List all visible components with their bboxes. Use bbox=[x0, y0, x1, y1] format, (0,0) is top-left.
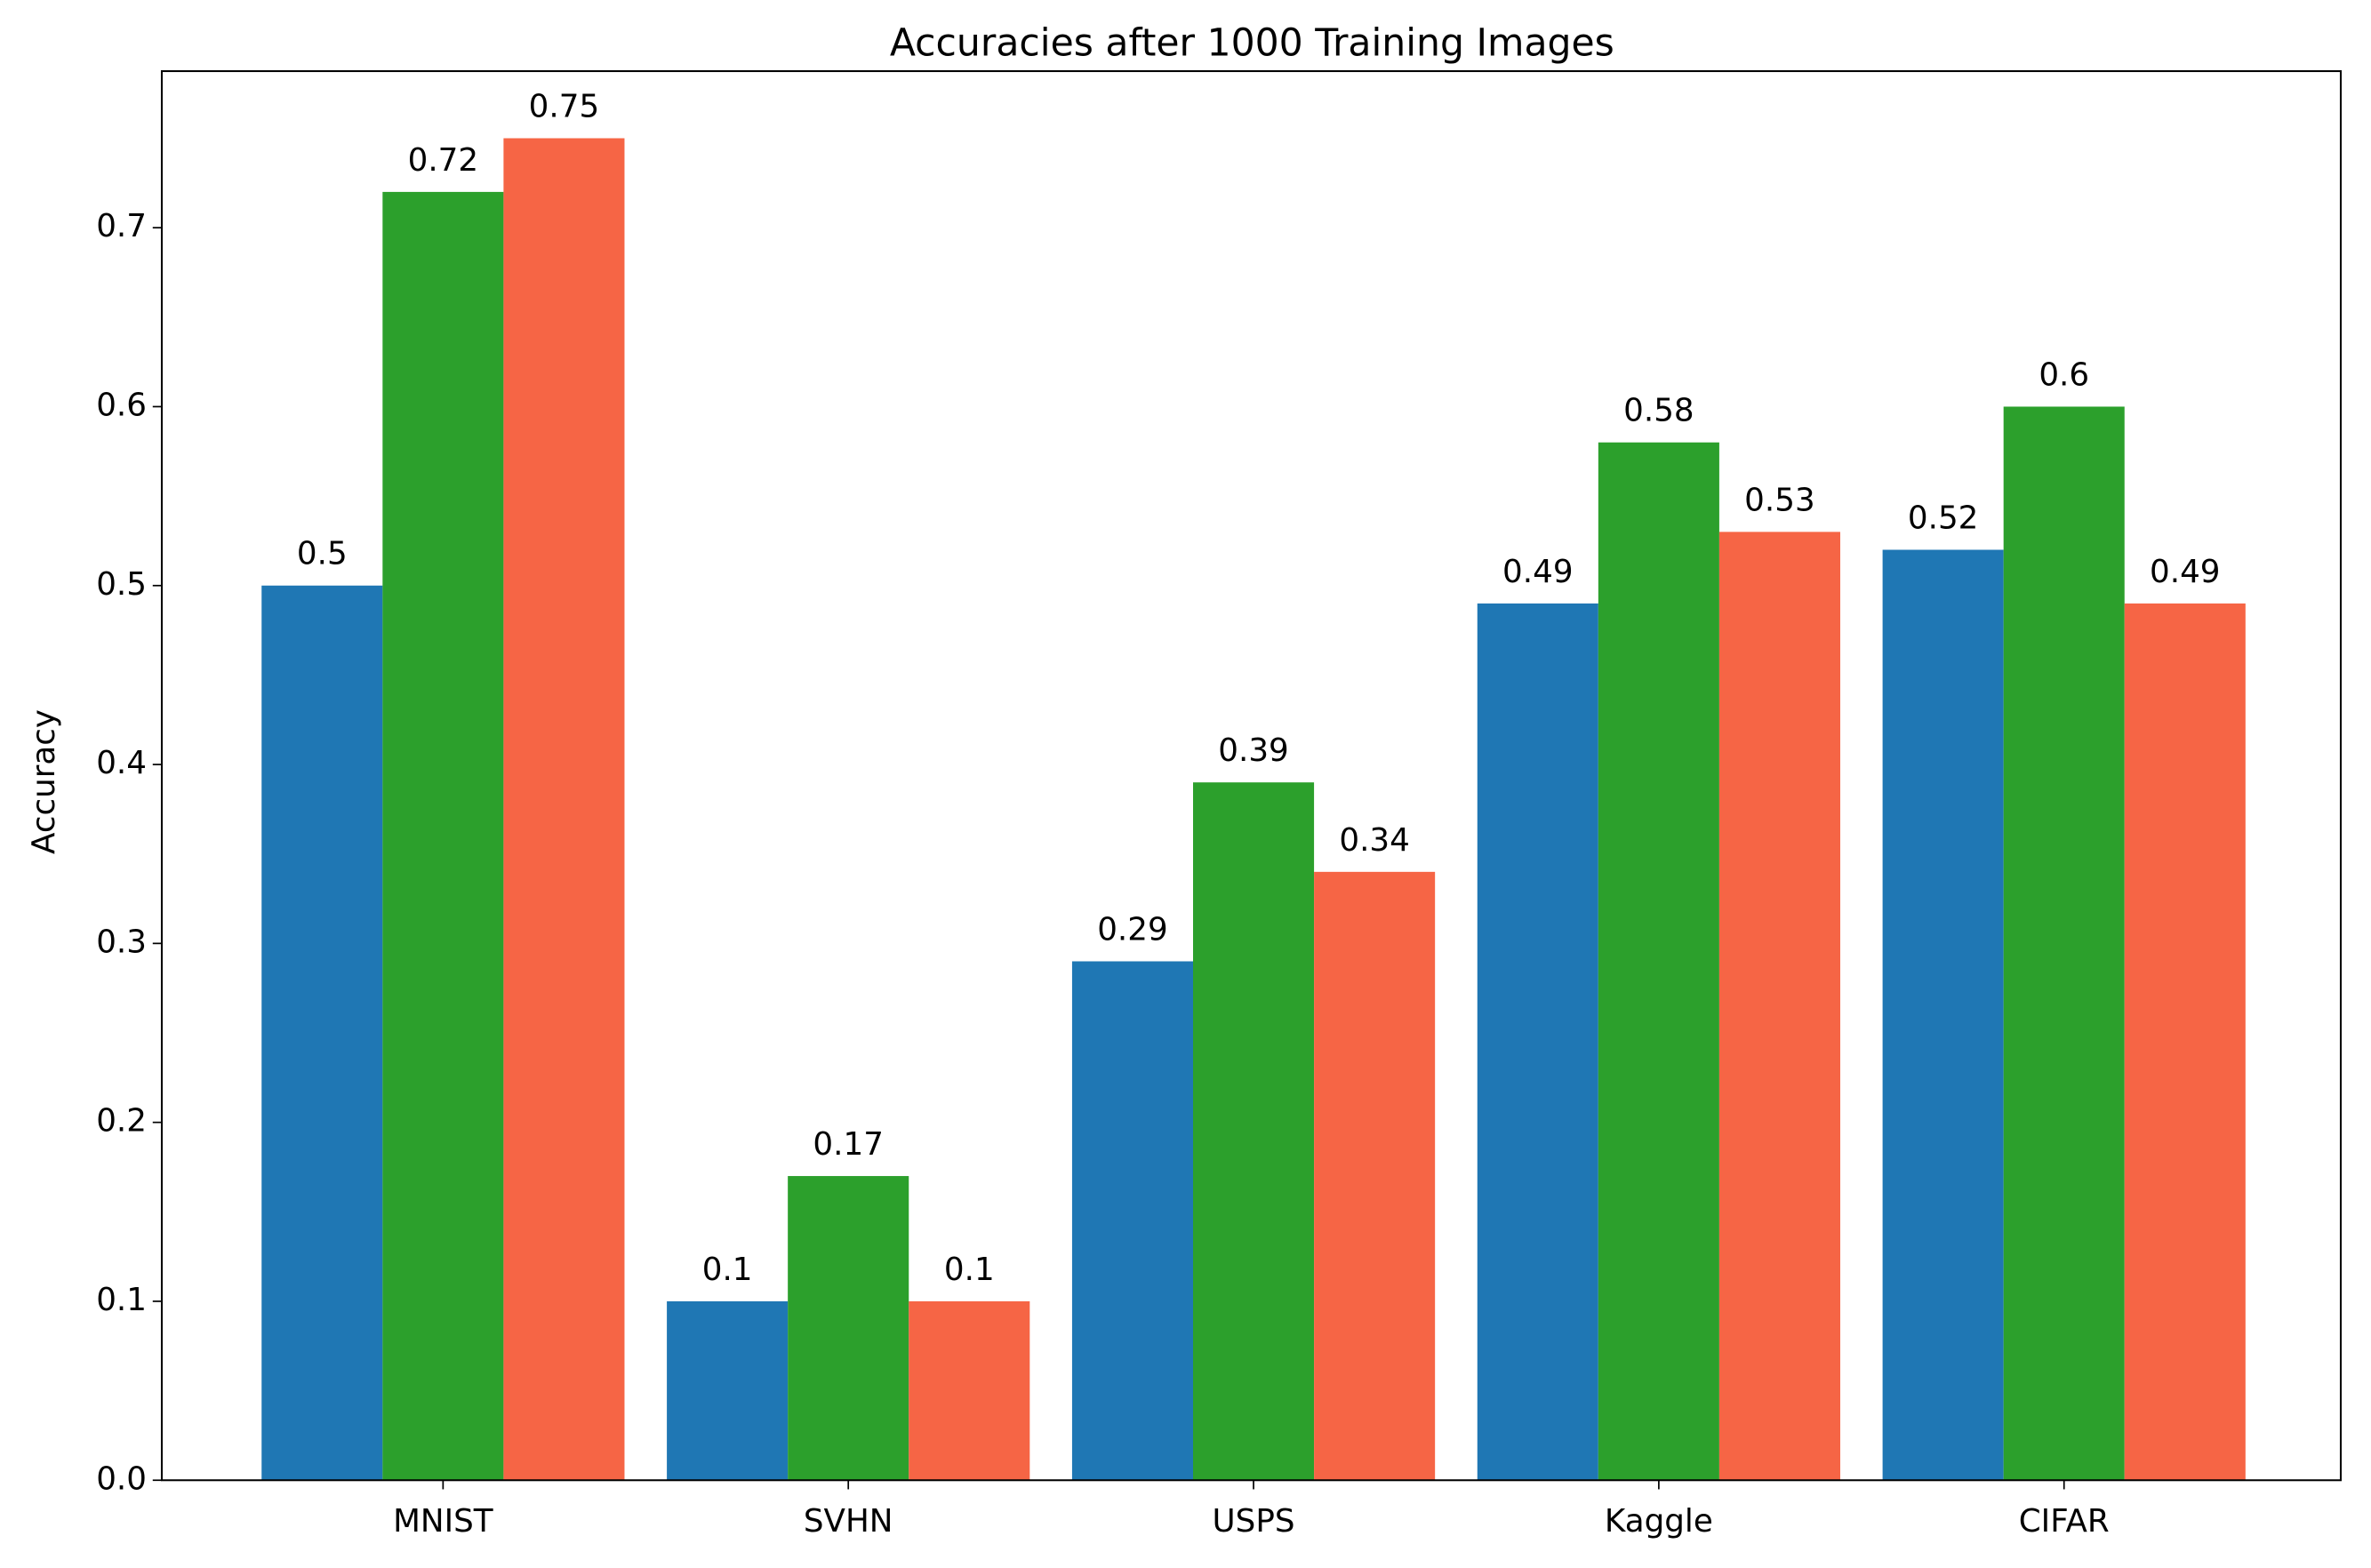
value-label: 0.1 bbox=[944, 1252, 995, 1288]
value-label: 0.5 bbox=[297, 536, 348, 572]
bar bbox=[503, 138, 625, 1481]
x-tick-label: MNIST bbox=[393, 1503, 493, 1540]
bar bbox=[909, 1300, 1030, 1481]
bar bbox=[1882, 549, 2004, 1481]
bar bbox=[2003, 406, 2125, 1481]
value-label: 0.29 bbox=[1097, 911, 1168, 948]
value-label: 0.72 bbox=[408, 142, 479, 179]
y-tick-label: 0.3 bbox=[96, 924, 147, 960]
y-tick-label: 0.2 bbox=[96, 1103, 147, 1140]
y-axis-label: Accuracy bbox=[26, 709, 62, 854]
bar bbox=[382, 191, 504, 1481]
value-label: 0.1 bbox=[702, 1252, 753, 1288]
y-tick-label: 0.0 bbox=[96, 1460, 147, 1497]
value-label: 0.49 bbox=[1502, 554, 1573, 590]
x-tick-label: SVHN bbox=[804, 1503, 893, 1540]
y-tick-label: 0.7 bbox=[96, 208, 147, 244]
bar bbox=[667, 1300, 789, 1481]
bar bbox=[1193, 782, 1315, 1481]
value-label: 0.49 bbox=[2150, 554, 2221, 590]
value-label: 0.6 bbox=[2039, 356, 2089, 393]
bar bbox=[261, 585, 383, 1481]
x-tick-label: CIFAR bbox=[2019, 1503, 2110, 1540]
bar bbox=[1477, 603, 1598, 1481]
bar bbox=[1598, 442, 1719, 1481]
bar bbox=[1718, 532, 1840, 1481]
value-label: 0.53 bbox=[1744, 482, 1815, 518]
y-tick-label: 0.1 bbox=[96, 1282, 147, 1318]
y-tick-label: 0.4 bbox=[96, 745, 147, 781]
value-label: 0.52 bbox=[1908, 500, 1979, 536]
bar bbox=[1071, 961, 1194, 1481]
x-tick-label: USPS bbox=[1213, 1503, 1295, 1540]
x-tick-label: Kaggle bbox=[1605, 1503, 1713, 1540]
bar bbox=[1314, 871, 1436, 1481]
bar bbox=[788, 1176, 909, 1481]
axes-frame bbox=[160, 70, 2343, 1482]
y-tick-label: 0.6 bbox=[96, 387, 147, 423]
value-label: 0.17 bbox=[813, 1126, 884, 1163]
value-label: 0.58 bbox=[1623, 393, 1694, 429]
value-label: 0.75 bbox=[529, 88, 599, 124]
value-label: 0.39 bbox=[1218, 732, 1289, 769]
y-tick-label: 0.5 bbox=[96, 566, 147, 603]
value-label: 0.34 bbox=[1339, 822, 1410, 859]
chart-title: Accuracies after 1000 Training Images bbox=[890, 22, 1614, 66]
bar bbox=[2124, 603, 2246, 1481]
